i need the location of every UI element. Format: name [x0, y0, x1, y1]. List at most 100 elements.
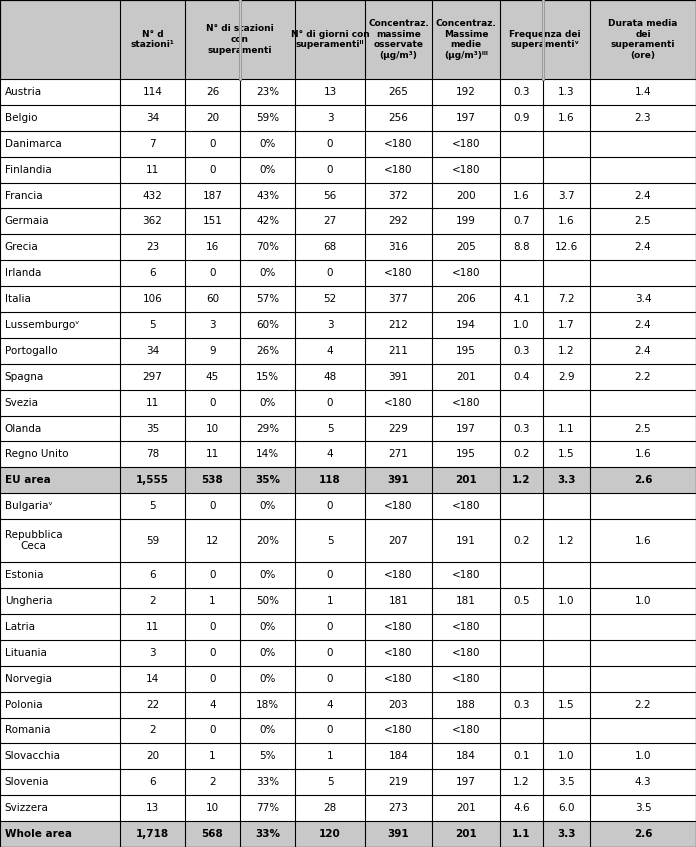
Bar	[0, 519, 696, 562]
Text: 391: 391	[388, 475, 409, 485]
Text: 1.0: 1.0	[513, 320, 530, 330]
Bar	[0, 562, 696, 588]
Text: 59: 59	[146, 535, 159, 545]
Text: 11: 11	[146, 397, 159, 407]
Text: 52: 52	[324, 294, 337, 304]
Text: <180: <180	[452, 139, 480, 149]
Bar	[0, 338, 696, 364]
Text: 0: 0	[326, 164, 333, 174]
Text: 23%: 23%	[256, 87, 279, 97]
Text: 22: 22	[146, 700, 159, 710]
Text: Danimarca: Danimarca	[5, 139, 62, 149]
Bar	[0, 416, 696, 441]
Text: 9: 9	[209, 346, 216, 356]
Text: 0%: 0%	[260, 268, 276, 278]
Text: 1: 1	[209, 596, 216, 606]
Text: 2: 2	[149, 726, 156, 735]
Text: 1.1: 1.1	[558, 424, 575, 434]
Text: 2.9: 2.9	[558, 372, 575, 382]
Text: 197: 197	[456, 113, 476, 123]
Text: Slovenia: Slovenia	[5, 778, 49, 787]
Text: 5: 5	[326, 778, 333, 787]
Text: 0%: 0%	[260, 501, 276, 512]
Text: Regno Unito: Regno Unito	[5, 450, 68, 459]
Text: 3: 3	[326, 113, 333, 123]
Text: Norvegia: Norvegia	[5, 673, 52, 684]
Text: 2: 2	[209, 778, 216, 787]
Text: <180: <180	[452, 164, 480, 174]
Text: Lituania: Lituania	[5, 648, 47, 658]
Text: <180: <180	[384, 570, 413, 580]
Text: 192: 192	[456, 87, 476, 97]
Text: Lussemburgoᵛ: Lussemburgoᵛ	[5, 320, 79, 330]
Text: 6: 6	[149, 778, 156, 787]
Text: 297: 297	[143, 372, 162, 382]
Text: Irlanda: Irlanda	[5, 268, 41, 278]
Text: 6.0: 6.0	[558, 803, 575, 813]
Text: Finlandia: Finlandia	[5, 164, 52, 174]
Text: 181: 181	[388, 596, 409, 606]
Text: <180: <180	[452, 501, 480, 512]
Text: 0: 0	[209, 268, 216, 278]
Bar	[0, 468, 696, 493]
Text: Svizzera: Svizzera	[5, 803, 49, 813]
Text: 11: 11	[146, 622, 159, 632]
Text: 203: 203	[388, 700, 409, 710]
Text: 3.5: 3.5	[635, 803, 651, 813]
Text: 0: 0	[326, 622, 333, 632]
Text: 26: 26	[206, 87, 219, 97]
Text: <180: <180	[452, 726, 480, 735]
Text: 0: 0	[209, 164, 216, 174]
Bar	[0, 390, 696, 416]
Text: 13: 13	[324, 87, 337, 97]
Text: 42%: 42%	[256, 216, 279, 226]
Text: 0%: 0%	[260, 673, 276, 684]
Text: 2.5: 2.5	[635, 424, 651, 434]
Text: 201: 201	[455, 829, 477, 839]
Text: 0.5: 0.5	[513, 596, 530, 606]
Text: <180: <180	[384, 139, 413, 149]
Text: 34: 34	[146, 113, 159, 123]
Text: 0: 0	[209, 622, 216, 632]
Bar	[0, 821, 696, 847]
Text: 0.2: 0.2	[513, 450, 530, 459]
Text: Durata media
dei
superamenti
(ore): Durata media dei superamenti (ore)	[608, 19, 678, 60]
Text: 10: 10	[206, 803, 219, 813]
Text: Polonia: Polonia	[5, 700, 42, 710]
Text: 0: 0	[326, 673, 333, 684]
Text: 14: 14	[146, 673, 159, 684]
Text: <180: <180	[452, 268, 480, 278]
Text: <180: <180	[384, 622, 413, 632]
Text: 43%: 43%	[256, 191, 279, 201]
Text: <180: <180	[384, 673, 413, 684]
Text: N° di stazioni
con
superamenti: N° di stazioni con superamenti	[206, 25, 274, 55]
Text: 0.3: 0.3	[513, 346, 530, 356]
Text: 11: 11	[206, 450, 219, 459]
Text: 1.2: 1.2	[513, 778, 530, 787]
Bar	[0, 183, 696, 208]
Text: 0%: 0%	[260, 648, 276, 658]
Bar	[0, 588, 696, 614]
Text: 188: 188	[456, 700, 476, 710]
Text: Slovacchia: Slovacchia	[5, 751, 61, 761]
Text: 197: 197	[456, 424, 476, 434]
Text: <180: <180	[452, 648, 480, 658]
Text: EU area: EU area	[5, 475, 51, 485]
Text: 1.6: 1.6	[558, 216, 575, 226]
Bar	[0, 666, 696, 692]
Text: 1.0: 1.0	[635, 751, 651, 761]
Text: 187: 187	[203, 191, 223, 201]
Text: 1.7: 1.7	[558, 320, 575, 330]
Text: 377: 377	[388, 294, 409, 304]
Text: 5: 5	[326, 424, 333, 434]
Text: 0: 0	[209, 139, 216, 149]
Text: 568: 568	[202, 829, 223, 839]
Text: 4.6: 4.6	[513, 803, 530, 813]
Text: 0: 0	[326, 726, 333, 735]
Text: N° di giorni con
superamentiᴵᴵ: N° di giorni con superamentiᴵᴵ	[291, 30, 370, 49]
Text: 201: 201	[456, 372, 476, 382]
Text: 201: 201	[456, 803, 476, 813]
Text: 2.2: 2.2	[635, 700, 651, 710]
Text: 34: 34	[146, 346, 159, 356]
Text: 1.1: 1.1	[512, 829, 531, 839]
